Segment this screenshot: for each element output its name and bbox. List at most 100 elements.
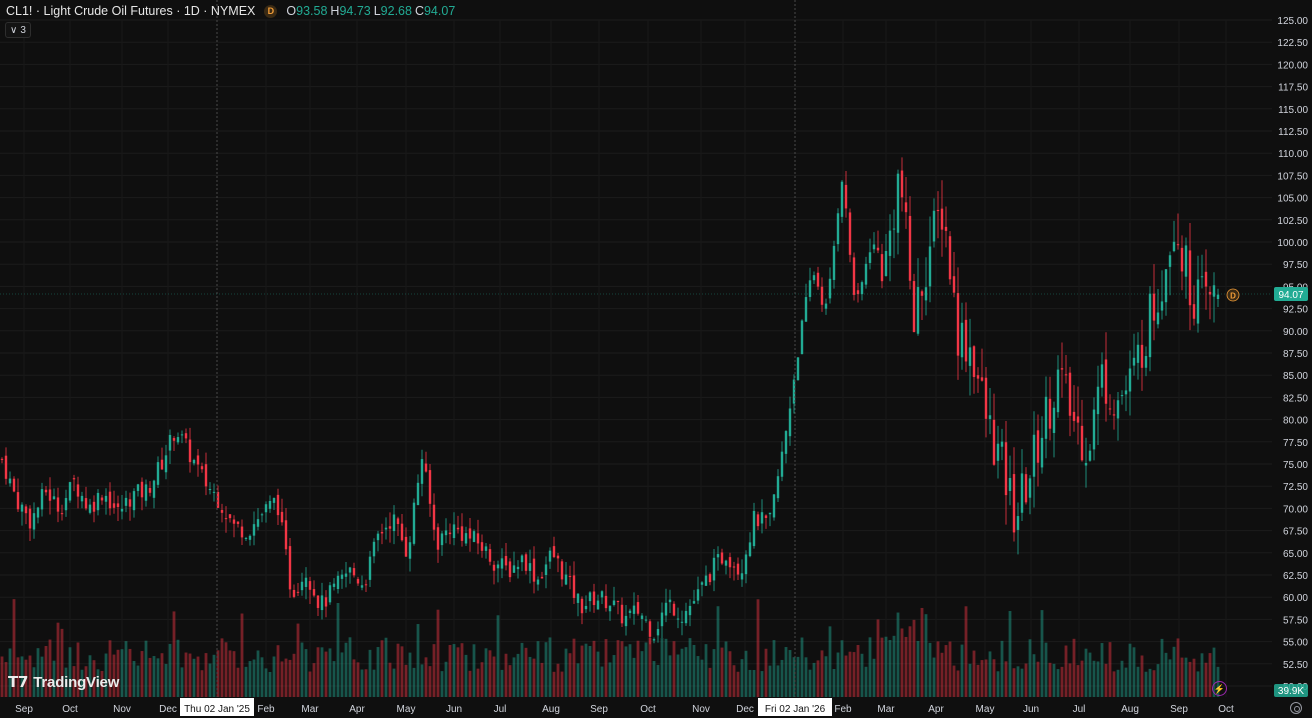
volume-bar	[788, 650, 792, 697]
time-axis[interactable]: Sep Oct Nov Dec Feb Mar Apr May Jun Jul Aug Sep Oct N…	[15, 698, 1234, 716]
candle-body	[452, 524, 456, 539]
volume-bar	[1188, 661, 1192, 697]
candle-body	[308, 581, 312, 590]
candle-body	[96, 492, 100, 511]
tradingview-logo[interactable]: 𝗧𝟳 TradingView	[8, 673, 119, 692]
candle-body	[596, 600, 600, 610]
volume-bar	[728, 651, 732, 697]
price-tick-label: 82.50	[1283, 393, 1308, 404]
volume-bar	[800, 637, 804, 697]
candle-body	[552, 546, 556, 558]
time-tick-label: Dec	[736, 704, 754, 715]
volume-bar	[688, 638, 692, 697]
candle-body	[640, 615, 644, 619]
candle-body	[284, 520, 288, 550]
volume-bar	[976, 664, 980, 697]
candle-body	[1104, 359, 1108, 404]
candle-body	[572, 575, 576, 598]
candle-body	[188, 439, 192, 463]
price-tick-label: 87.50	[1283, 349, 1308, 360]
volume-bar	[536, 641, 540, 697]
volume-bar	[472, 644, 476, 697]
candle-body	[36, 507, 40, 518]
candle-body	[944, 226, 948, 231]
volume-bar	[1192, 658, 1196, 697]
candle-body	[624, 615, 628, 627]
indicators-toggle-button[interactable]: ∨ 3	[5, 22, 31, 38]
volume-bar	[676, 654, 680, 697]
volume-bar	[752, 669, 756, 697]
volume-bar	[192, 658, 196, 697]
candle-body	[164, 455, 168, 473]
volume-bar	[1152, 670, 1156, 697]
volume-bar	[852, 652, 856, 697]
candle-body	[584, 605, 588, 610]
candle-body	[1148, 293, 1152, 358]
time-tick-label: Sep	[590, 704, 608, 715]
volume-bar	[88, 655, 92, 697]
candle-body	[1200, 276, 1204, 278]
candle-body	[212, 491, 216, 493]
symbol-title[interactable]: CL1! · Light Crude Oil Futures · 1D · NY…	[6, 4, 256, 18]
candle-body	[824, 303, 828, 309]
volume-bar	[616, 640, 620, 697]
price-tick-label: 62.50	[1283, 571, 1308, 582]
volume-bar	[416, 624, 420, 697]
candle-body	[932, 210, 936, 242]
volume-bar	[240, 613, 244, 697]
price-tick-label: 57.50	[1283, 615, 1308, 626]
candle-body	[1212, 285, 1216, 297]
candle-body	[708, 574, 712, 583]
time-tick-label: Apr	[349, 704, 365, 715]
time-tick-label: Oct	[1218, 704, 1234, 715]
candle-body	[768, 512, 772, 515]
volume-bar	[620, 641, 624, 697]
candle-body	[540, 576, 544, 579]
candle-body	[872, 244, 876, 250]
volume-bar	[360, 669, 364, 697]
time-tick-label: Nov	[113, 704, 131, 715]
price-tick-label: 112.50	[1278, 127, 1308, 138]
candle-body	[616, 600, 620, 603]
candle-body	[556, 555, 560, 559]
volume-bar	[12, 599, 16, 697]
dividend-marker-icon[interactable]	[1226, 288, 1240, 302]
volume-bar	[992, 659, 996, 697]
volume-bar	[1032, 654, 1036, 697]
settings-gear-icon[interactable]	[1290, 702, 1302, 714]
volume-bars	[0, 599, 1220, 697]
candle-body	[1168, 255, 1172, 267]
candle-body	[1020, 473, 1024, 513]
candle-body	[948, 236, 952, 280]
candle-body	[104, 495, 108, 502]
volume-bar	[1084, 648, 1088, 697]
volume-bar	[84, 666, 88, 697]
time-tick-label: Jul	[1073, 704, 1086, 715]
candle-body	[612, 600, 616, 605]
volume-bar	[1120, 660, 1124, 697]
candle-body	[700, 582, 704, 585]
open-value: 93.58	[296, 4, 328, 18]
volume-bar	[428, 666, 432, 697]
candle-body	[524, 554, 528, 571]
volume-bar	[432, 644, 436, 697]
candle-body	[216, 491, 220, 508]
candle-body	[28, 508, 32, 529]
volume-bar	[708, 667, 712, 697]
volume-bar	[1064, 645, 1068, 697]
volume-bar	[692, 644, 696, 697]
volume-bar	[328, 648, 332, 697]
volume-bar	[372, 669, 376, 697]
volume-bar	[828, 626, 832, 697]
candle-body	[248, 535, 252, 540]
candle-body	[672, 603, 676, 616]
volume-bar	[304, 649, 308, 697]
volume-bar	[576, 663, 580, 697]
volume-bar	[336, 602, 340, 697]
candle-body	[332, 583, 336, 587]
volume-bar	[4, 662, 8, 697]
candle-body	[844, 184, 848, 209]
volume-bar	[1056, 669, 1060, 697]
lightning-icon[interactable]: ⚡	[1212, 681, 1227, 696]
